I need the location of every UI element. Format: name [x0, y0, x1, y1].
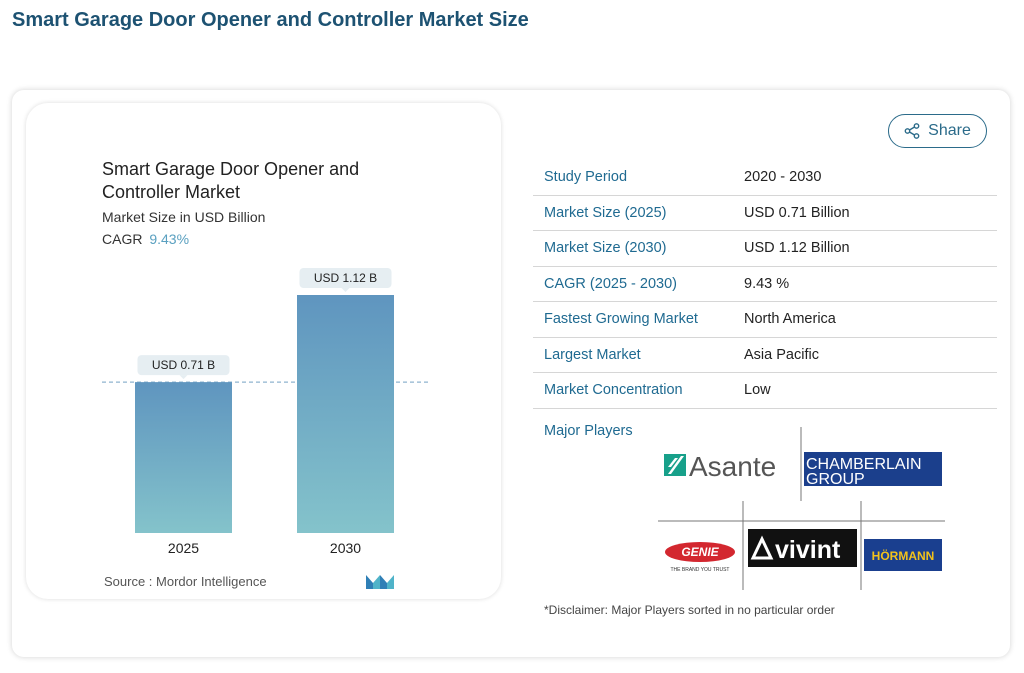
info-label[interactable]: CAGR (2025 - 2030) [544, 275, 677, 292]
share-label: Share [928, 122, 971, 139]
info-row-market-size-2030: Market Size (2030) USD 1.12 Billion [533, 231, 997, 267]
data-label-bg [137, 355, 230, 376]
info-value: Asia Pacific [744, 346, 819, 363]
genie-logo[interactable]: GENIE THE BRAND YOU TRUST [665, 542, 735, 573]
x-tick-label: 2025 [168, 540, 199, 556]
market-info-table: Study Period 2020 - 2030 Market Size (20… [533, 160, 997, 409]
hormann-wordmark: HÖRMANN [872, 548, 935, 563]
info-value: 2020 - 2030 [744, 169, 822, 186]
major-players-grid: Asante CHAMBERLAIN GROUP GENIE THE BRAND… [658, 427, 945, 590]
data-label-bg [299, 268, 392, 288]
info-label[interactable]: Study Period [544, 169, 628, 186]
info-value: 9.43 % [744, 275, 790, 292]
chart-source: Source : Mordor Intelligence [104, 574, 267, 589]
info-label[interactable]: Fastest Growing Market [544, 311, 698, 328]
vivint-wordmark: vivint [775, 536, 841, 564]
data-label-pointer [179, 375, 188, 380]
hormann-logo[interactable]: HÖRMANN [864, 539, 942, 571]
info-row-concentration: Market Concentration Low [533, 373, 997, 409]
chart-cagr: CAGR 9.43% [102, 231, 189, 247]
info-label[interactable]: Market Concentration [544, 382, 683, 399]
info-row-study-period: Study Period 2020 - 2030 [533, 160, 997, 196]
bar-chart: USD 0.71 B 2025 USD 1.12 B 2030 [102, 268, 430, 556]
cagr-value: 9.43% [149, 231, 190, 247]
data-label: USD 1.12 B [314, 271, 377, 285]
vivint-logo[interactable]: vivint [748, 529, 857, 567]
share-button[interactable]: Share [888, 114, 987, 148]
info-row-fastest-growing: Fastest Growing Market North America [533, 302, 997, 338]
data-label-pointer [341, 288, 350, 292]
chart-title: Smart Garage Door Opener and Controller … [102, 159, 360, 202]
info-row-cagr: CAGR (2025 - 2030) 9.43 % [533, 267, 997, 302]
asante-wordmark: Asante [689, 451, 776, 482]
chart-subtitle: Market Size in USD Billion [102, 209, 266, 225]
info-label[interactable]: Market Size (2025) [544, 204, 667, 221]
major-players-label[interactable]: Major Players [544, 423, 633, 439]
mordor-intelligence-logo [366, 575, 394, 589]
cagr-label: CAGR [102, 231, 143, 247]
chamberlain-group-wordmark: GROUP [806, 471, 865, 488]
x-tick-label: 2030 [330, 540, 361, 556]
asante-logo[interactable]: Asante [664, 451, 776, 482]
info-value: USD 1.12 Billion [744, 240, 850, 257]
chamberlain-logo[interactable]: CHAMBERLAIN GROUP [804, 452, 942, 488]
page-title: Smart Garage Door Opener and Controller … [12, 9, 529, 31]
info-row-market-size-2025: Market Size (2025) USD 0.71 Billion [533, 196, 997, 231]
data-label: USD 0.71 B [152, 358, 215, 372]
info-value: North America [744, 311, 836, 328]
bar-2030 [297, 295, 394, 533]
info-value: USD 0.71 Billion [744, 204, 850, 221]
chamberlain-wordmark: CHAMBERLAIN [806, 456, 922, 473]
genie-wordmark: GENIE [681, 545, 719, 559]
info-value: Low [744, 382, 771, 399]
info-label[interactable]: Largest Market [544, 346, 641, 363]
vivint-home-icon [750, 535, 774, 560]
info-row-largest-market: Largest Market Asia Pacific [533, 338, 997, 373]
info-label[interactable]: Market Size (2030) [544, 240, 667, 257]
disclaimer: *Disclaimer: Major Players sorted in no … [544, 603, 835, 617]
share-icon [904, 123, 920, 139]
genie-tagline: THE BRAND YOU TRUST [671, 567, 730, 573]
bar-2025 [135, 382, 232, 533]
chart-card: Smart Garage Door Opener and Controller … [26, 103, 501, 599]
